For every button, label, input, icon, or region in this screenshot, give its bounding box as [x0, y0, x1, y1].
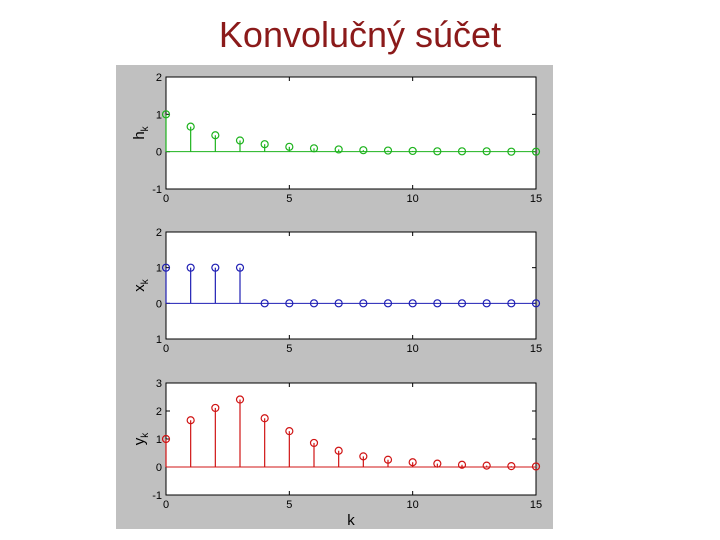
stem-marker	[334, 446, 343, 455]
axes-frame	[165, 76, 537, 190]
stem-marker	[161, 263, 171, 272]
x-tick-label: 0	[163, 499, 169, 511]
y-axis-label-main: h	[131, 131, 148, 139]
x-tick-label: 0	[163, 343, 169, 355]
stem-marker	[161, 434, 171, 444]
stem-marker	[507, 299, 516, 308]
stem-marker	[334, 145, 343, 154]
x-tick-label: 0	[163, 193, 169, 205]
x-tick-label: 15	[530, 193, 542, 205]
stem-marker	[309, 438, 319, 448]
y-tick-label: 0	[156, 462, 162, 474]
y-tick-label: 3	[156, 378, 162, 390]
x-tick-label: 5	[286, 193, 292, 205]
slide-title: Konvolučný súčet	[218, 14, 502, 55]
axes-frame	[165, 382, 537, 496]
stem-marker	[383, 299, 393, 308]
y-tick-label: 0	[156, 298, 162, 310]
stem-marker	[383, 146, 393, 155]
stem-marker	[482, 461, 491, 470]
y-axis-label-subscript: k	[140, 125, 151, 131]
x-tick-label: 15	[530, 499, 542, 511]
y-axis-label-main: x	[131, 284, 148, 292]
y-tick-label: 1	[156, 263, 162, 275]
stem-marker	[334, 299, 343, 308]
stem-marker	[531, 462, 541, 471]
y-tick-label: -1	[152, 184, 162, 196]
stem-marker	[531, 147, 541, 156]
x-tick-label: 5	[286, 343, 292, 355]
stem-marker	[359, 452, 368, 461]
stem-marker	[211, 131, 220, 140]
stem-marker	[260, 140, 269, 149]
y-axis-label-subscript: k	[140, 278, 151, 284]
y-tick-label: 2	[156, 72, 162, 84]
stem-marker	[433, 459, 442, 468]
stem-marker	[235, 395, 245, 404]
y-axis-label: yk	[131, 432, 151, 446]
x-axis-label: k	[347, 512, 355, 529]
stem-marker	[285, 427, 294, 436]
stem-marker	[408, 146, 417, 156]
stem-marker	[507, 462, 516, 471]
stem-marker	[186, 263, 195, 272]
x-tick-label: 10	[407, 193, 419, 205]
stem-marker	[457, 299, 467, 308]
stem-marker	[482, 147, 491, 156]
stem-marker	[285, 299, 294, 308]
stem-marker	[507, 147, 516, 156]
stem-marker	[211, 263, 220, 272]
stem-marker	[457, 460, 467, 469]
y-tick-label: 0	[156, 147, 162, 159]
stem-marker	[531, 299, 541, 308]
x-tick-label: 10	[407, 499, 419, 511]
stem-marker	[309, 144, 319, 153]
stem-marker	[260, 414, 269, 423]
stem-marker	[285, 142, 294, 151]
x-tick-label: 10	[407, 343, 419, 355]
y-axis-label-subscript: k	[140, 432, 151, 438]
stem-marker	[457, 147, 467, 156]
stem-marker	[433, 147, 442, 156]
stem-marker	[383, 455, 393, 464]
stem-marker	[359, 299, 368, 308]
axes-frame	[165, 231, 537, 340]
stem-marker	[482, 299, 491, 308]
y-tick-label: 2	[156, 406, 162, 418]
y-tick-label: 2	[156, 227, 162, 239]
stem-marker	[359, 146, 368, 155]
y-tick-label: 1	[156, 334, 162, 346]
stem-marker	[186, 416, 195, 425]
x-tick-label: 15	[530, 343, 542, 355]
stem-marker	[235, 263, 245, 272]
stem-marker	[186, 122, 195, 131]
stem-marker	[309, 299, 319, 308]
y-axis-label: xk	[131, 278, 151, 292]
stem-marker	[161, 110, 171, 119]
stem-marker	[408, 299, 417, 308]
stem-marker	[235, 136, 245, 145]
stem-marker	[433, 299, 442, 308]
y-tick-label: -1	[152, 490, 162, 502]
y-tick-label: 1	[156, 109, 162, 121]
y-axis-label-main: y	[131, 437, 148, 445]
x-tick-label: 5	[286, 499, 292, 511]
y-tick-label: 1	[156, 434, 162, 446]
y-axis-label: hk	[131, 125, 151, 139]
stem-marker	[211, 403, 220, 413]
stem-marker	[260, 299, 269, 308]
stem-marker	[408, 458, 417, 467]
